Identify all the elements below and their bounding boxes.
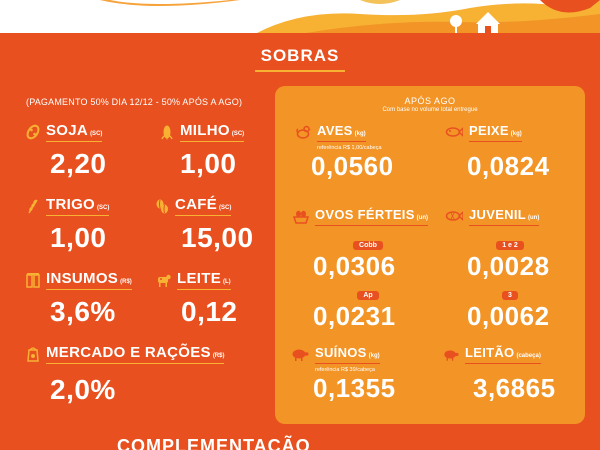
item-milho: MILHO (SC) 1,00	[160, 122, 245, 180]
cafe-unit: (SC)	[219, 205, 232, 211]
suinos-value: 0,1355	[313, 373, 396, 403]
juvenil-tag-3: 3	[502, 291, 518, 300]
juvenil-3-value: 0,0062	[467, 301, 550, 331]
item-peixe: PEIXE (kg) 0,0824	[445, 122, 575, 182]
top-decorative-band	[0, 0, 600, 38]
ovos-label: OVOS FÉRTEIS	[315, 207, 415, 222]
juvenil-label: JUVENIL	[469, 207, 527, 222]
leitao-label: LEITÃO	[465, 345, 515, 360]
item-aves: AVES (kg) referência R$ 1,00/cabeça 0,056…	[295, 122, 435, 182]
ovos-cobb-value: 0,0306	[313, 251, 396, 281]
item-leitao: LEITÃO (cabeça) 3,6865	[443, 344, 578, 404]
corn-icon	[161, 125, 173, 140]
house-icon	[476, 12, 500, 33]
aves-reference: referência R$ 1,00/cabeça	[317, 145, 382, 151]
ovos-ap-value: 0,0231	[313, 301, 396, 331]
item-suinos: SUÍNOS (kg) referência R$ 39/cabeça 0,135…	[291, 344, 441, 404]
coffee-bean-icon	[156, 199, 168, 214]
supplies-icon	[26, 273, 40, 288]
item-mercado: MERCADO E RAÇÕES (R$) 2,0%	[26, 344, 225, 406]
mercado-value: 2,0%	[50, 374, 116, 405]
panel-title: APÓS AGO	[404, 96, 456, 106]
next-section-title: COMPLEMENTAÇÃO	[117, 436, 311, 450]
cow-icon	[158, 274, 171, 287]
trigo-label: TRIGO	[46, 196, 95, 213]
item-juvenil: JUVENIL (un) 1 e 2 0,0028 3 0,0062	[445, 206, 575, 332]
peixe-value: 0,0824	[467, 151, 550, 181]
insumos-unit: (R$)	[120, 279, 132, 285]
leitao-unit: (cabeça)	[516, 353, 541, 359]
tree-icon	[450, 15, 462, 33]
trigo-value: 1,00	[50, 222, 107, 253]
suinos-unit: (kg)	[368, 353, 380, 359]
juvenil-tag-1e2: 1 e 2	[496, 241, 524, 250]
trigo-unit: (SC)	[97, 205, 110, 211]
juvenil-unit: (un)	[528, 215, 540, 221]
peixe-label: PEIXE	[469, 123, 509, 138]
after-ago-panel: APÓS AGO Com base no volume total entreg…	[275, 86, 585, 424]
item-leite: LEITE (L) 0,12	[155, 270, 238, 328]
leite-value: 0,12	[181, 296, 238, 327]
cafe-label: CAFÉ	[175, 196, 218, 213]
item-insumos: INSUMOS (R$) 3,6%	[26, 270, 132, 328]
soja-value: 2,20	[50, 148, 107, 179]
soja-unit: (SC)	[90, 131, 103, 137]
pig-icon	[292, 349, 309, 361]
section-title: SOBRAS	[260, 46, 340, 65]
item-soja: SOJA (SC) 2,20	[26, 122, 107, 180]
mercado-unit: (R$)	[212, 353, 225, 359]
aves-unit: (kg)	[354, 131, 366, 137]
leitao-value: 3,6865	[473, 373, 556, 403]
panel-subtitle: Com base no volume total entregue	[382, 107, 478, 113]
mercado-label: MERCADO E RAÇÕES	[46, 344, 211, 361]
ovos-unit: (un)	[416, 215, 428, 221]
payment-note: (PAGAMENTO 50% DIA 12/12 - 50% APÓS A AG…	[26, 97, 243, 107]
landscape-illustration	[0, 0, 600, 38]
ovos-tag-ap: Ap	[357, 291, 379, 300]
piglet-icon	[444, 350, 459, 361]
small-fish-icon	[445, 211, 463, 221]
wheat-icon	[28, 199, 38, 214]
fish-icon	[445, 127, 463, 137]
insumos-value: 3,6%	[50, 296, 116, 327]
chicken-icon	[296, 125, 311, 139]
item-trigo: TRIGO (SC) 1,00	[26, 196, 110, 254]
peixe-unit: (kg)	[510, 131, 522, 137]
juvenil-1e2-value: 0,0028	[467, 251, 550, 281]
insumos-label: INSUMOS	[46, 270, 119, 287]
aves-value: 0,0560	[311, 151, 394, 181]
egg-basket-icon	[293, 210, 309, 224]
suinos-label: SUÍNOS	[315, 345, 367, 360]
soja-label: SOJA	[46, 122, 89, 139]
leite-unit: (L)	[223, 279, 231, 285]
feed-bag-icon	[27, 347, 39, 362]
item-cafe: CAFÉ (SC) 15,00	[155, 196, 254, 254]
soy-icon	[26, 124, 40, 140]
ovos-tag-cobb: Cobb	[353, 241, 383, 250]
milho-label: MILHO	[180, 122, 230, 139]
title-underline	[255, 70, 345, 72]
milho-value: 1,00	[180, 148, 237, 179]
leite-label: LEITE	[177, 270, 222, 287]
aves-label: AVES	[317, 123, 353, 138]
item-ovos-ferteis: OVOS FÉRTEIS (un) Cobb 0,0306 Ap 0,0231	[293, 206, 443, 332]
cafe-value: 15,00	[181, 222, 254, 253]
suinos-reference: referência R$ 39/cabeça	[315, 367, 375, 373]
milho-unit: (SC)	[231, 131, 245, 137]
